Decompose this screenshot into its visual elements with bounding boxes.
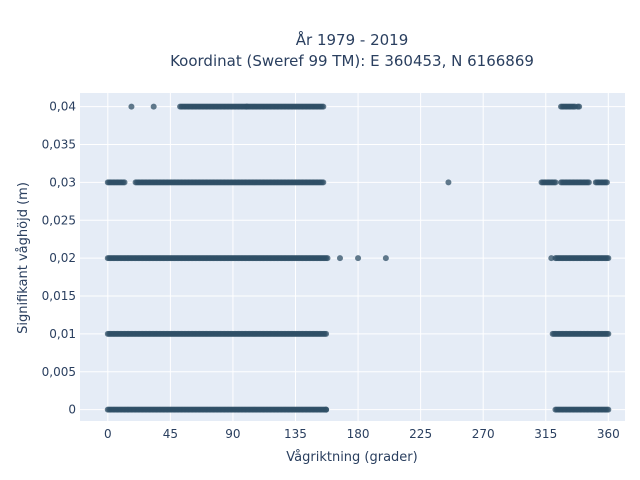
data-point [150,103,157,110]
data-point [605,330,612,337]
data-point [576,103,583,110]
y-tick-label: 0,015 [42,289,76,303]
data-point [336,255,343,262]
x-axis-title: Vågriktning (grader) [286,450,417,465]
x-tick-label: 90 [225,427,240,441]
y-tick-label: 0,025 [42,213,76,227]
y-tick-label: 0,01 [49,327,76,341]
data-point [603,179,610,186]
y-tick-label: 0,03 [49,175,76,189]
chart-title-line-1: År 1979 - 2019 [296,30,409,49]
y-tick-label: 0,005 [42,365,76,379]
y-tick-label: 0,04 [49,100,76,114]
y-tick-label: 0,02 [49,251,76,265]
x-tick-label: 270 [472,427,495,441]
data-point [445,179,452,186]
data-point [320,179,327,186]
y-axis-title: Signifikant våghöjd (m) [16,182,31,334]
y-tick-label: 0,035 [42,138,76,152]
x-tick-label: 0 [104,427,112,441]
data-point [605,406,612,413]
data-point [128,103,135,110]
data-point [548,255,555,262]
x-tick-label: 180 [347,427,370,441]
data-point [324,255,331,262]
data-point [382,255,389,262]
data-point [355,255,362,262]
data-points [104,103,612,413]
data-point [323,330,330,337]
chart-title-line-2: Koordinat (Sweref 99 TM): E 360453, N 61… [170,52,534,70]
data-point [585,179,592,186]
y-tick-label: 0 [68,403,76,417]
grid-lines [80,93,625,421]
x-tick-label: 45 [163,427,178,441]
y-tick-labels: 0 0,005 0,01 0,015 0,02 0,025 0,03 0,035 0,04 [42,100,76,417]
data-point [320,103,327,110]
x-tick-label: 135 [284,427,307,441]
data-point [121,179,128,186]
data-point [552,179,559,186]
data-point [605,255,612,262]
data-point [323,406,330,413]
x-tick-label: 315 [534,427,557,441]
x-tick-label: 360 [597,427,620,441]
x-tick-labels: 0 45 90 135 180 225 270 315 360 [104,427,620,441]
x-tick-label: 225 [409,427,432,441]
